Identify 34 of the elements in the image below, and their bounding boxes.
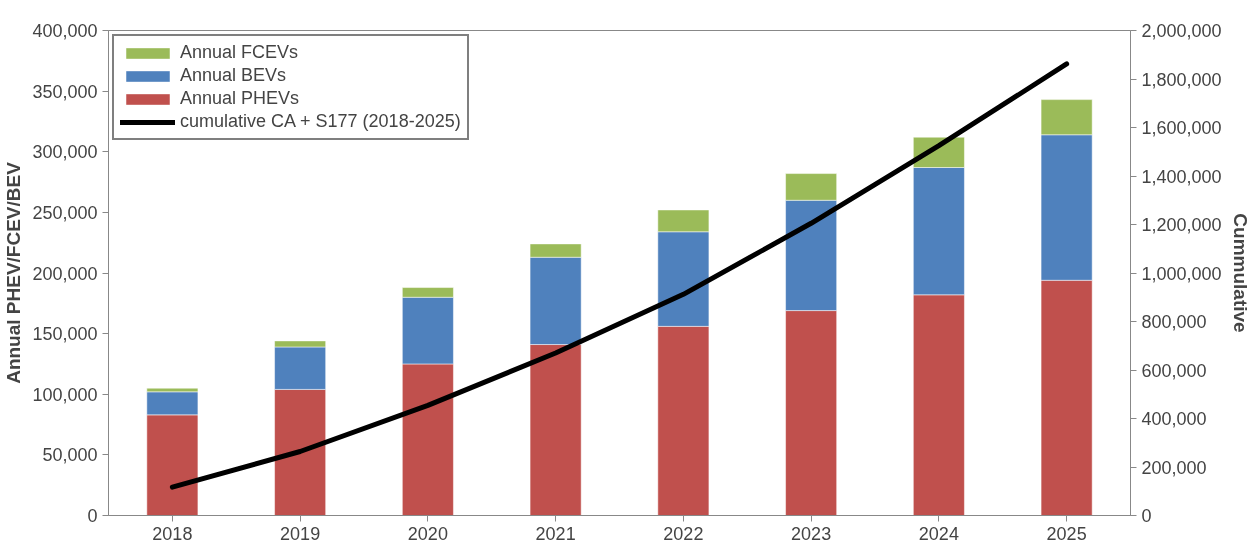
y2-tick-label: 0 xyxy=(1141,506,1152,526)
y2-tick-label: 2,000,000 xyxy=(1141,21,1222,41)
y2-tick-label: 1,600,000 xyxy=(1141,118,1222,138)
y-tick-label: 200,000 xyxy=(32,263,98,284)
x-tick-label: 2024 xyxy=(918,523,959,542)
y2-tick-label: 1,200,000 xyxy=(1141,215,1222,235)
y-tick-label: 300,000 xyxy=(32,142,98,163)
y2-tick-label: 400,000 xyxy=(1141,409,1207,429)
y-tick-label: 100,000 xyxy=(32,384,98,405)
x-tick-label: 2022 xyxy=(663,523,704,542)
y-tick-label: 350,000 xyxy=(32,81,98,102)
x-tick-label: 2021 xyxy=(535,523,576,542)
y2-axis-title: Cummulative xyxy=(1229,213,1251,333)
legend-label: Annual FCEVs xyxy=(180,42,299,63)
legend-label: cumulative CA + S177 (2018-2025) xyxy=(180,111,461,132)
y2-tick-label: 600,000 xyxy=(1141,360,1207,381)
legend-label: Annual BEVs xyxy=(180,65,287,86)
y-tick-label: 0 xyxy=(87,506,98,526)
x-tick-label: 2019 xyxy=(280,523,321,542)
x-tick-label: 2023 xyxy=(791,523,832,542)
y2-tick-label: 800,000 xyxy=(1141,312,1207,332)
y2-tick-label: 1,400,000 xyxy=(1141,166,1222,187)
y2-tick-label: 200,000 xyxy=(1141,457,1207,478)
y-tick-label: 250,000 xyxy=(32,202,98,223)
y2-tick-label: 1,800,000 xyxy=(1141,69,1222,90)
y-axis-title: Annual PHEV/FCEV/BEV xyxy=(3,161,25,384)
y-tick-label: 400,000 xyxy=(32,21,98,41)
y2-tick-label: 1,000,000 xyxy=(1141,263,1222,284)
y-tick-label: 150,000 xyxy=(32,324,98,345)
x-tick-label: 2018 xyxy=(152,523,193,542)
legend-label: Annual PHEVs xyxy=(180,88,300,109)
x-tick-label: 2025 xyxy=(1046,523,1087,542)
y-tick-label: 50,000 xyxy=(42,445,98,466)
x-tick-label: 2020 xyxy=(407,523,448,542)
